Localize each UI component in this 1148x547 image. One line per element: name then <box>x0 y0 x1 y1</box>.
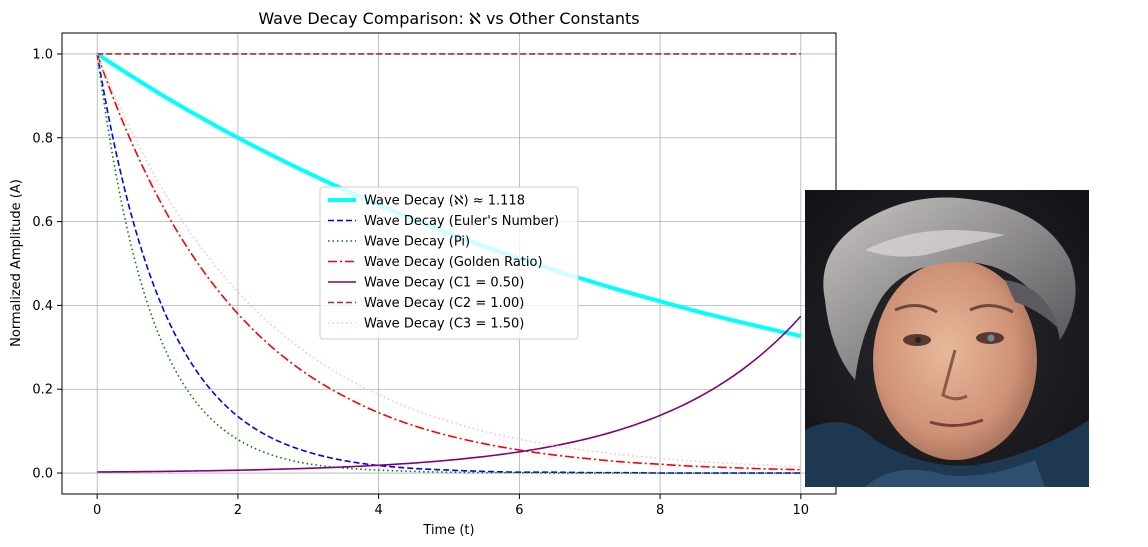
legend-entry: Wave Decay (ℵ) ≈ 1.118 <box>364 194 525 209</box>
legend: Wave Decay (ℵ) ≈ 1.118 Wave Decay (Euler'… <box>319 186 579 340</box>
legend-entry: Wave Decay (Pi) <box>364 235 470 250</box>
y-axis-label: Normalized Amplitude (A) <box>9 179 24 347</box>
x-tick-label: 2 <box>234 503 242 518</box>
x-axis-ticks: 0 2 4 6 8 10 <box>93 494 809 518</box>
y-tick-label: 0.6 <box>32 215 53 230</box>
x-tick-label: 6 <box>515 503 523 518</box>
legend-entry: Wave Decay (Euler's Number) <box>364 214 559 229</box>
chart-title: Wave Decay Comparison: ℵ vs Other Consta… <box>258 9 639 28</box>
y-tick-label: 0.8 <box>32 131 53 146</box>
series-line-2 <box>96 53 801 474</box>
x-tick-label: 8 <box>656 503 664 518</box>
series-line-3 <box>96 53 801 471</box>
y-tick-label: 0.2 <box>32 383 53 398</box>
legend-entry: Wave Decay (C1 = 0.50) <box>364 276 524 291</box>
legend-box <box>319 186 579 340</box>
x-tick-label: 4 <box>374 503 382 518</box>
legend-entry: Wave Decay (C2 = 1.00) <box>364 296 524 311</box>
legend-entry: Wave Decay (Golden Ratio) <box>364 255 543 270</box>
portrait-painting-icon <box>805 190 1089 487</box>
y-axis-ticks: 0.0 0.2 0.4 0.6 0.8 1.0 <box>32 47 62 482</box>
y-tick-label: 0.4 <box>32 299 53 314</box>
x-tick-label: 10 <box>793 503 810 518</box>
legend-entry: Wave Decay (C3 = 1.50) <box>364 317 524 332</box>
series-line-1 <box>96 53 801 474</box>
x-tick-label: 0 <box>93 503 101 518</box>
y-tick-label: 0.0 <box>32 467 53 482</box>
y-tick-label: 1.0 <box>32 47 53 62</box>
x-axis-label: Time (t) <box>422 523 474 538</box>
series-line-4 <box>97 315 802 473</box>
